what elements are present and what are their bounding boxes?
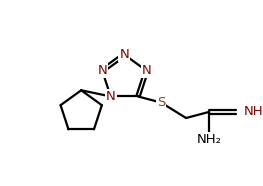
Text: NH₂: NH₂ xyxy=(197,133,222,146)
Text: N: N xyxy=(97,64,107,77)
Text: S: S xyxy=(157,96,165,109)
Text: NH: NH xyxy=(243,105,263,118)
Text: N: N xyxy=(119,48,129,61)
Text: N: N xyxy=(106,90,115,103)
Text: N: N xyxy=(141,64,151,77)
